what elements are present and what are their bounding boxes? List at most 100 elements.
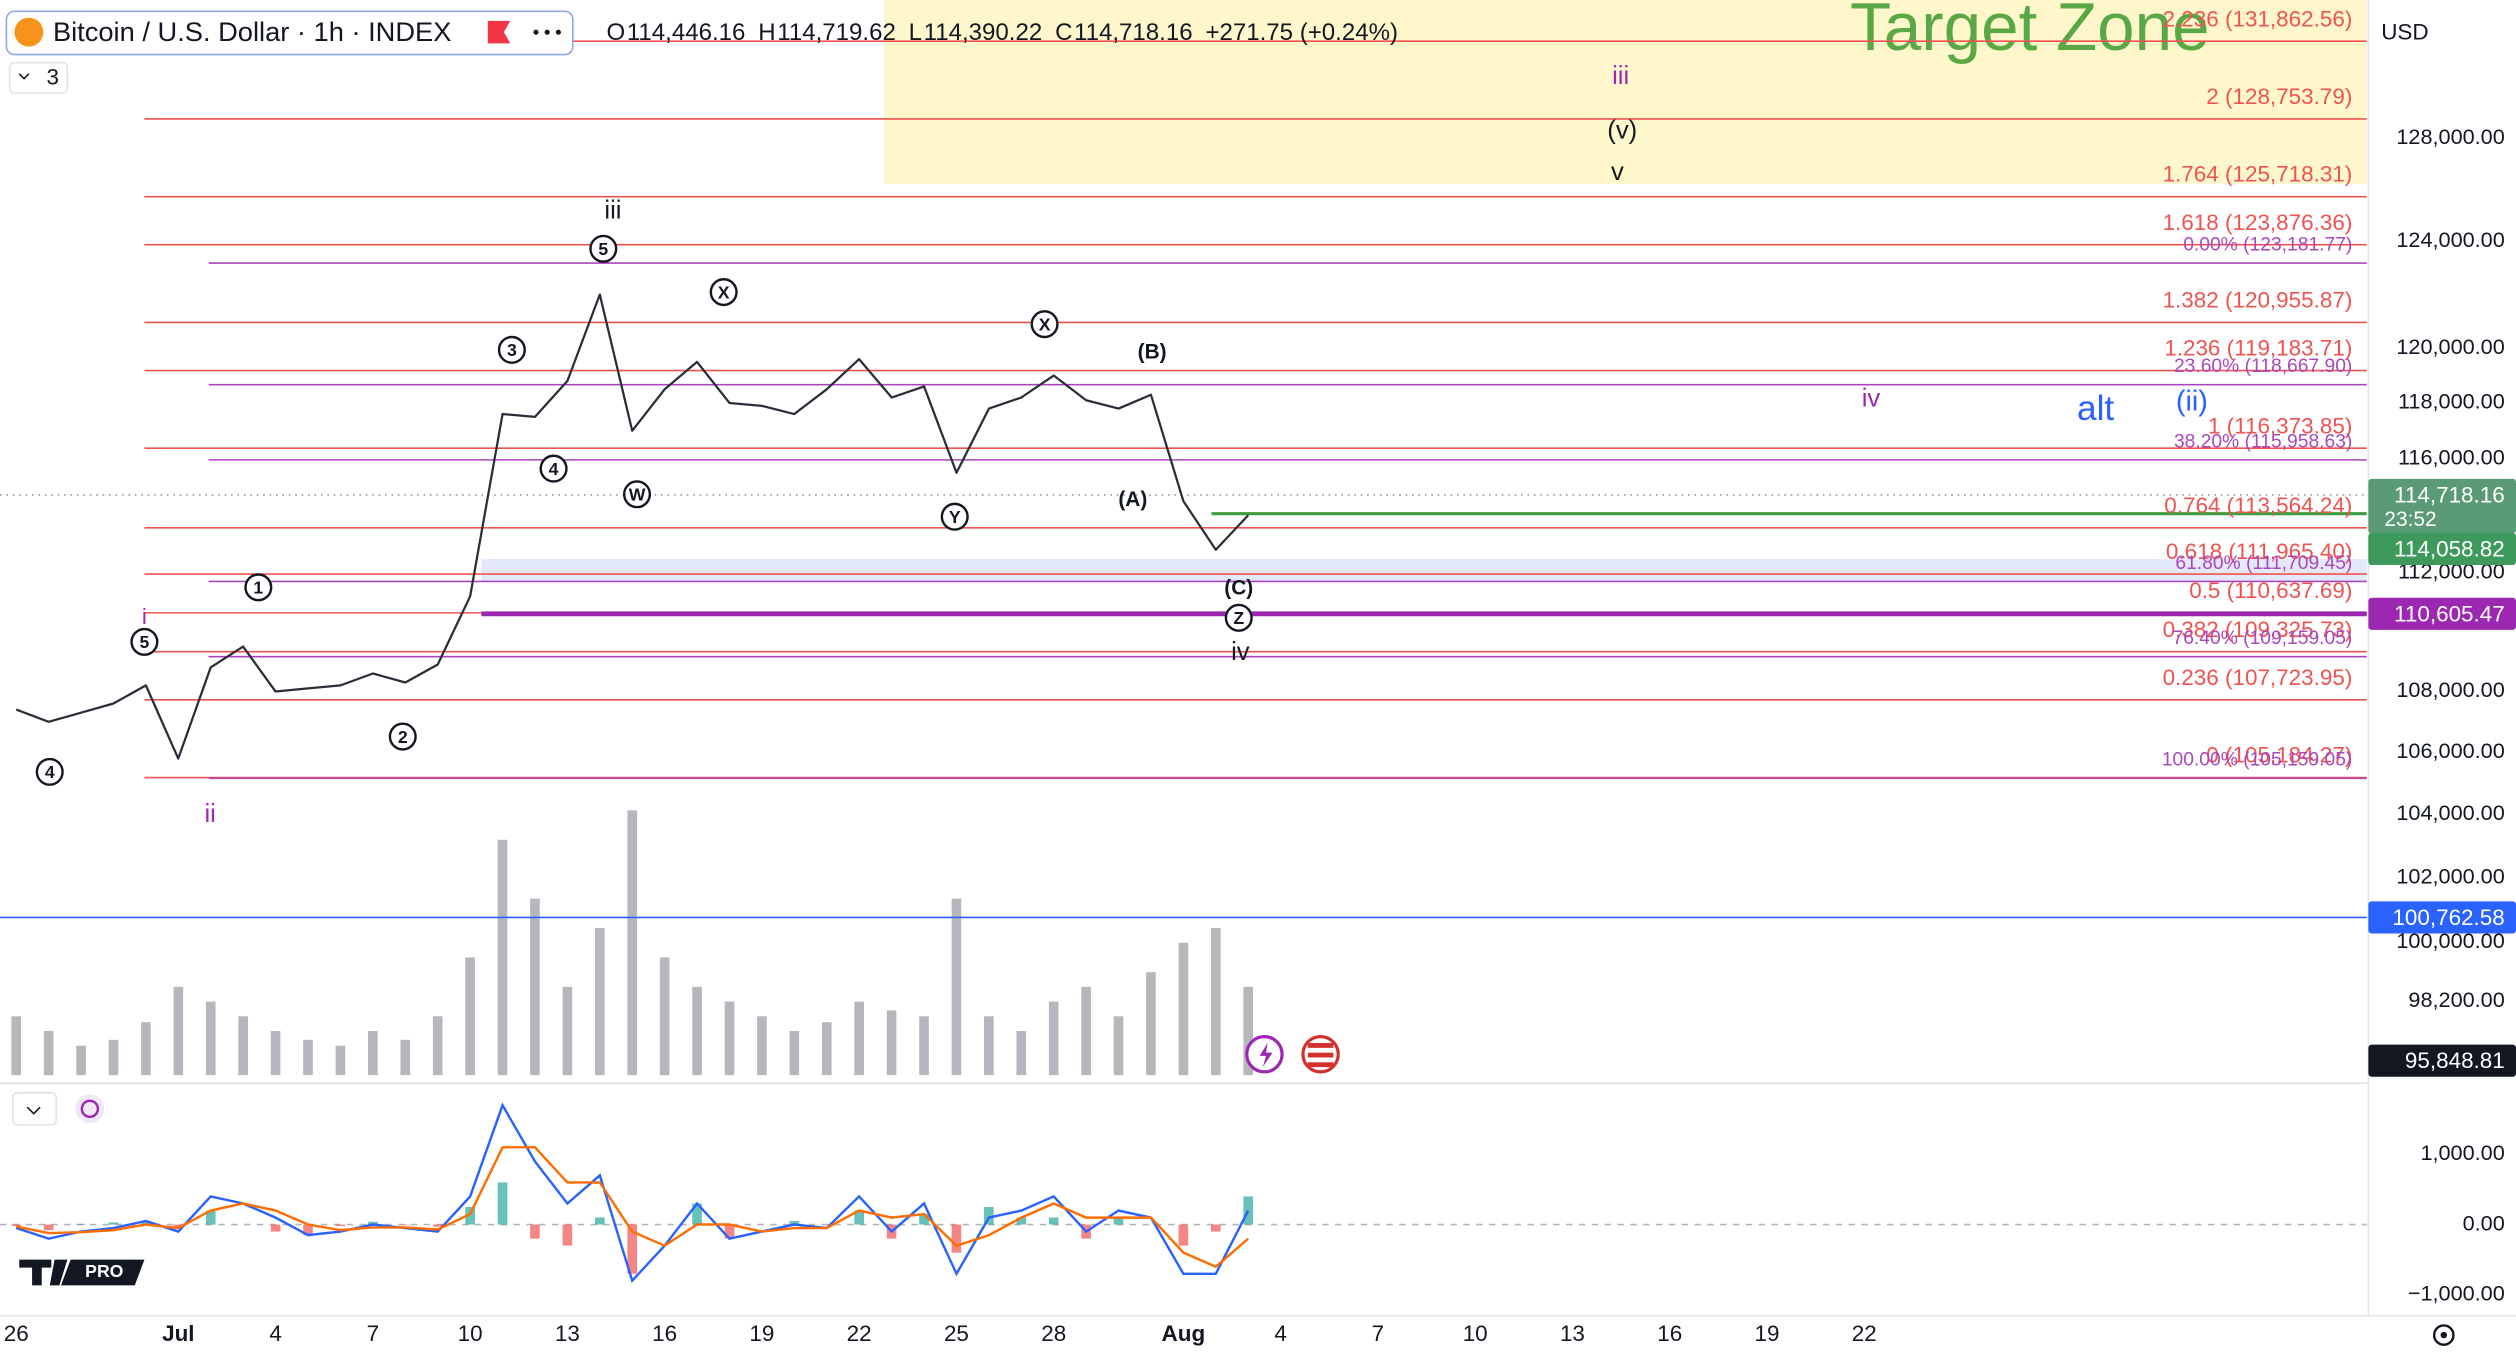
wave-label: Y	[949, 507, 961, 527]
fib-label: 0.00% (123,181.77)	[2183, 234, 2352, 255]
histogram-bar	[76, 1223, 86, 1225]
price-label-box	[2368, 1044, 2516, 1077]
price-label-box	[2368, 532, 2516, 566]
refresh-icon[interactable]	[75, 1094, 105, 1124]
volume-bar	[627, 810, 638, 1076]
wave-circle	[709, 278, 738, 307]
settings-icon[interactable]	[2432, 1324, 2455, 1346]
y-tick-label: 124,000.00	[2396, 227, 2504, 252]
x-tick-label: 25	[944, 1321, 969, 1346]
y-tick-label: 106,000.00	[2396, 738, 2504, 763]
volume-bar	[1243, 986, 1254, 1076]
countdown: 23:52	[2384, 508, 2436, 531]
volume-bar	[205, 1001, 216, 1076]
fib-label: 0.764 (113,564.24)	[2164, 493, 2352, 518]
wave-label: iii	[1612, 62, 1629, 90]
volume-bar	[43, 1030, 54, 1076]
histogram-bar	[724, 1224, 735, 1239]
x-tick-label: 4	[1274, 1321, 1287, 1346]
histogram-bar	[303, 1224, 313, 1236]
fib-label: 1 (116,373.85)	[2208, 413, 2352, 438]
x-tick-label: 16	[1657, 1321, 1682, 1346]
volume-bar	[432, 1016, 443, 1076]
wave-label: 3	[507, 340, 517, 360]
macd-tick-label: 1,000.00	[2420, 1140, 2504, 1165]
volume-bar	[919, 1016, 929, 1076]
wave-circle	[244, 573, 273, 602]
indicator-toggle[interactable]	[8, 61, 69, 94]
volume-bar	[368, 1030, 378, 1076]
volume-bar	[951, 898, 962, 1076]
y-tick-label: 102,000.00	[2396, 863, 2504, 888]
x-tick-label: 26	[4, 1321, 29, 1346]
ohlc-key: C	[1055, 19, 1072, 46]
wave-circle	[1224, 603, 1253, 632]
histogram-bar	[141, 1221, 151, 1225]
wave-label: 5	[598, 239, 608, 259]
menu-dot	[544, 29, 550, 35]
histogram-bar	[789, 1221, 800, 1225]
histogram-bar	[1210, 1224, 1221, 1232]
wave-label: (C)	[1224, 576, 1253, 599]
wave-circle	[622, 480, 652, 509]
volume-bar	[465, 957, 475, 1076]
price-axis	[2368, 0, 2516, 1316]
histogram-bar	[1113, 1217, 1124, 1225]
price-line-series	[15, 293, 1250, 760]
pane-toggle[interactable]	[12, 1091, 57, 1126]
volume-bar	[141, 1022, 151, 1076]
currency: USD	[2381, 20, 2428, 45]
wave-label: iii	[604, 197, 621, 225]
ohlc: O 114,446.16 H 114,719.62 L 114,390.22 C 114,71…	[607, 19, 1398, 46]
wave-label: i	[142, 604, 147, 629]
target-zone	[884, 0, 2367, 184]
bitcoin-icon	[14, 17, 44, 47]
symbol-box[interactable]	[5, 10, 574, 56]
wave-label: (ii)	[2176, 385, 2208, 417]
wave-label: (v)	[1607, 116, 1637, 144]
histogram-bar	[984, 1207, 994, 1225]
wave-label: (B)	[1138, 341, 1167, 364]
ohlc-change: +271.75 (+0.24%)	[1205, 19, 1398, 46]
wave-circle	[497, 335, 526, 364]
volume-bar	[1048, 1001, 1059, 1076]
fib-label: 38.20% (115,958.63)	[2174, 431, 2352, 452]
histogram-bar	[400, 1224, 411, 1226]
wave-label: v	[1611, 158, 1624, 186]
wave-label: W	[629, 485, 646, 505]
y-tick-label: 116,000.00	[2398, 444, 2505, 469]
volume-bar	[594, 928, 605, 1076]
chevron	[26, 1106, 41, 1115]
price-label: 110,605.47	[2394, 601, 2505, 626]
volume-bar	[854, 1001, 864, 1076]
logo-badge	[60, 1259, 145, 1286]
fib-label: 61.80% (111,709.45)	[2175, 553, 2352, 574]
volume-bar	[1081, 986, 1091, 1076]
wave-label: 4	[549, 459, 559, 479]
volume-bar	[108, 1039, 119, 1076]
signal-line	[15, 1146, 1249, 1269]
x-tick-label: 19	[749, 1321, 774, 1346]
fib-label: 0.618 (111,965.40)	[2166, 539, 2352, 564]
wave-circle	[539, 454, 568, 483]
ohlc-value: 114,718.16	[1074, 19, 1193, 46]
x-tick-label: 13	[555, 1321, 580, 1346]
logo-mark	[19, 1259, 68, 1286]
support-band	[481, 559, 2367, 582]
chevron	[18, 73, 30, 80]
y-tick-label: 104,000.00	[2396, 800, 2504, 825]
volume-bar	[692, 986, 702, 1076]
wave-circle	[589, 234, 618, 263]
ohlc-key: H	[758, 19, 775, 46]
flag-icon[interactable]	[487, 20, 511, 44]
volume-bar	[1178, 942, 1189, 1076]
wave-circle	[130, 627, 159, 656]
histogram-bar	[108, 1222, 119, 1225]
price-label: 114,718.16	[2394, 482, 2505, 507]
background-layer: Target Zone	[0, 0, 2367, 1226]
fib-label: 1.618 (123,876.36)	[2163, 210, 2353, 235]
histogram-bar	[205, 1210, 216, 1225]
volume-bar	[270, 1030, 281, 1076]
fib-label: 0.236 (107,723.95)	[2163, 665, 2353, 690]
